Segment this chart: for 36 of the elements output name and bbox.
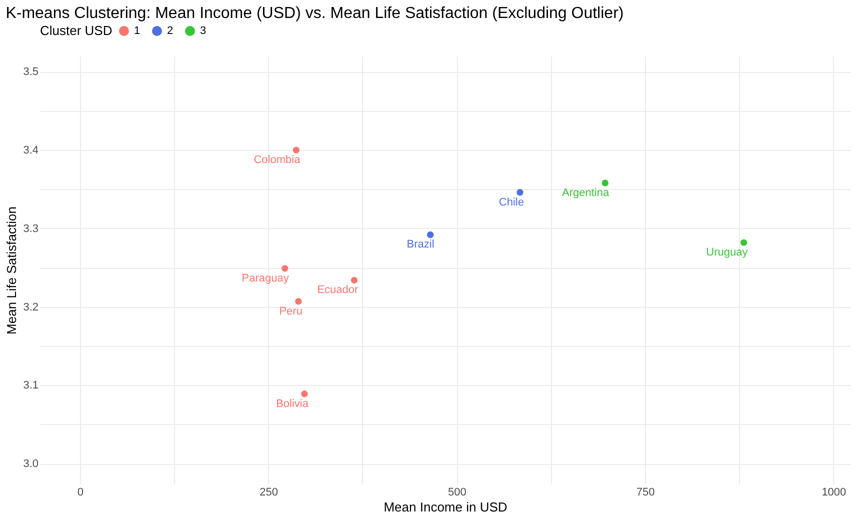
annotation: Paraguay: [242, 272, 290, 284]
point: [292, 146, 300, 154]
x-tick-label: 250: [260, 486, 278, 498]
legend-label: 3: [200, 25, 206, 37]
annotation: Colombia: [254, 154, 302, 166]
annotation: Bolivia: [276, 398, 310, 410]
point: [602, 180, 608, 186]
x-tick-label: 750: [636, 486, 655, 498]
y-tick-label: 3.5: [23, 66, 38, 78]
point: [295, 298, 302, 305]
x-tick-label: 500: [448, 486, 466, 498]
point: [740, 239, 748, 246]
annotation: Argentina: [562, 186, 610, 199]
y-tick-label: 3.4: [23, 144, 38, 157]
point: [301, 390, 308, 398]
y-tick-label: 3.3: [23, 222, 38, 235]
y-axis-title: Mean Life Satisfaction: [4, 206, 20, 334]
point: [516, 189, 524, 196]
x-tick-label: 0: [77, 486, 84, 498]
annotation: Peru: [279, 305, 302, 318]
annotation: Ecuador: [317, 284, 359, 296]
annotation: Brazil: [406, 238, 434, 251]
x-axis-title: Mean Income in USD: [384, 500, 508, 514]
legend-label: 1: [134, 25, 140, 37]
chart-title: K-means Clustering: Mean Income (USD) vs. Mean Life Satisfaction (Excluding Outlier): [6, 5, 624, 22]
legend-label: 2: [167, 25, 174, 37]
y-tick-label: 3.0: [23, 458, 38, 470]
legend-title: Cluster USD: [40, 23, 112, 38]
point: [350, 276, 358, 284]
annotation: Chile: [498, 196, 524, 208]
point: [282, 265, 288, 272]
y-tick-label: 3.2: [23, 301, 38, 314]
point: [426, 231, 434, 238]
annotation: Uruguay: [706, 246, 748, 259]
y-tick-label: 3.1: [23, 380, 38, 392]
x-tick-label: 1000: [822, 486, 846, 498]
